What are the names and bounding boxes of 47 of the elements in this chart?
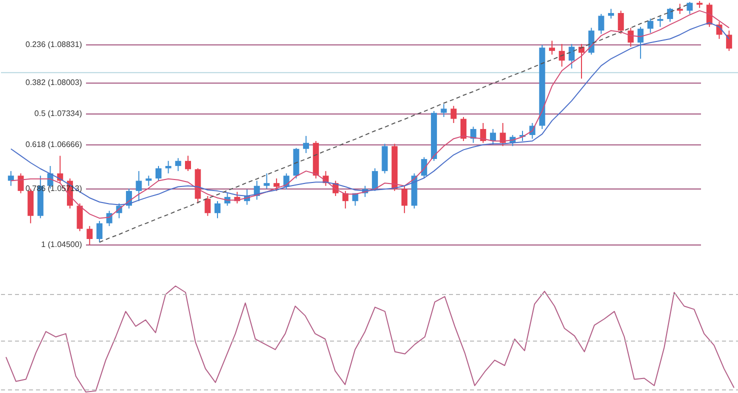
candlestick: [76, 202, 83, 232]
candlestick: [638, 26, 644, 60]
candlestick: [618, 10, 624, 34]
candlestick: [490, 128, 496, 146]
candlestick: [106, 210, 112, 227]
candlestick: [165, 160, 172, 174]
candlestick: [598, 13, 604, 34]
candlestick: [450, 105, 457, 124]
candlestick: [480, 122, 486, 144]
ref-line-label: 0.5 (1.07334): [34, 109, 82, 118]
candlestick: [647, 18, 654, 34]
candlestick: [726, 30, 732, 52]
candlestick: [578, 43, 585, 80]
ref-line-label: 0.618 (1.06666): [26, 140, 82, 149]
ref-line-label: 1 (1.04500): [41, 240, 82, 249]
candlestick: [500, 122, 506, 147]
candlestick: [18, 172, 24, 194]
candlestick: [86, 226, 93, 246]
candlestick: [204, 196, 211, 216]
candlestick: [558, 43, 565, 68]
candlestick: [549, 40, 555, 56]
candlestick: [608, 8, 614, 20]
candlestick: [686, 1, 693, 14]
candlestick: [214, 200, 221, 219]
candlestick: [274, 178, 280, 192]
candlestick: [342, 190, 348, 209]
candlestick: [588, 27, 594, 56]
ref-line-label: 0.236 (1.08831): [26, 40, 82, 49]
candlestick: [657, 15, 664, 28]
candlestick: [372, 168, 378, 192]
candlestick: [264, 172, 270, 190]
candlestick: [401, 185, 408, 214]
candlestick: [96, 220, 102, 243]
candlestick: [421, 156, 428, 179]
candlestick: [175, 158, 182, 172]
candlestick: [8, 170, 14, 186]
candlestick: [568, 43, 575, 69]
candlestick: [155, 165, 162, 182]
candlestick: [303, 135, 310, 154]
candlestick: [185, 155, 191, 172]
candlestick: [628, 27, 634, 48]
candlestick: [136, 170, 142, 202]
candlestick: [460, 116, 466, 142]
candlestick: [146, 175, 152, 186]
ref-line-label: 0.382 (1.08003): [26, 78, 82, 88]
candlestick: [667, 7, 674, 22]
candlestick: [440, 104, 447, 118]
